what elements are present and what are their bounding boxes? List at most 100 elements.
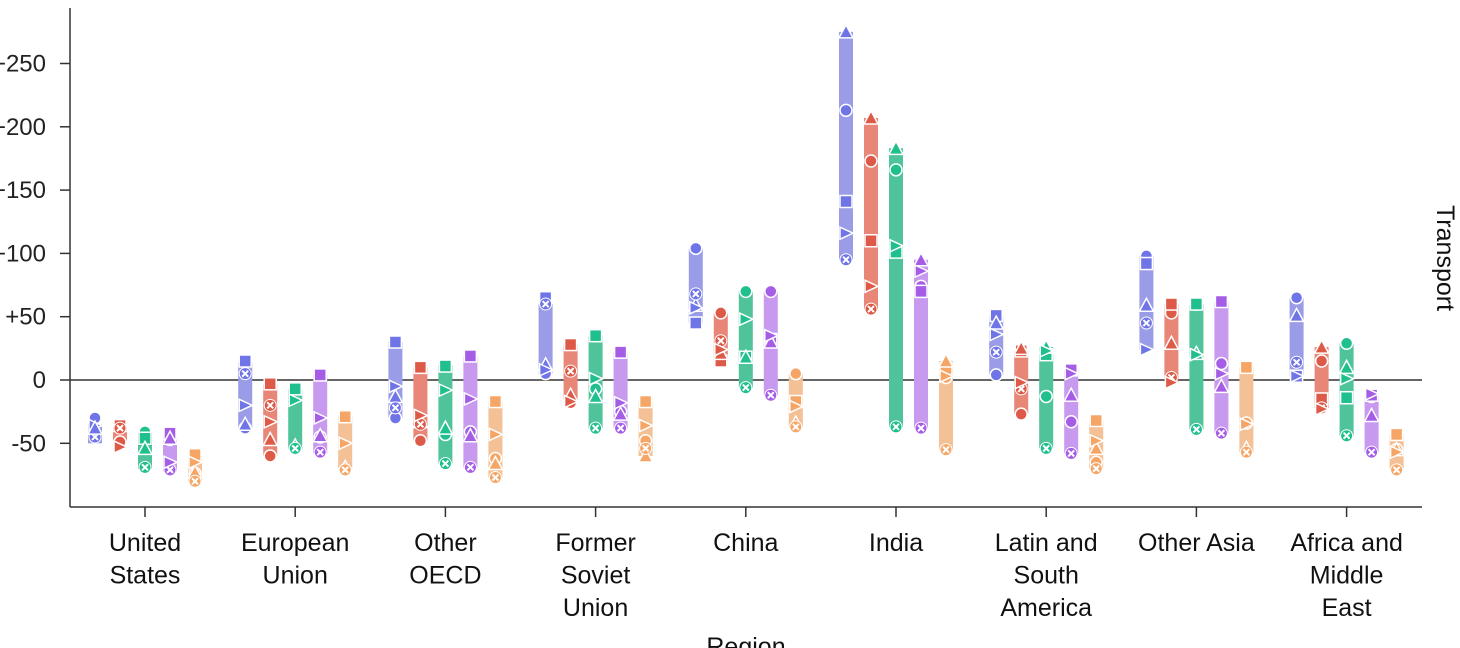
markers-layer xyxy=(86,23,1406,488)
marker-arrow xyxy=(188,455,204,470)
marker-square xyxy=(839,194,853,209)
marker-arrow xyxy=(989,327,1005,342)
marker-circle xyxy=(1339,336,1354,351)
marker-arrow xyxy=(563,394,580,409)
marker-x xyxy=(789,420,803,434)
marker-arrow xyxy=(1089,433,1105,448)
marker-x xyxy=(614,421,628,435)
marker-x xyxy=(388,401,402,415)
category-label: Former Soviet Union xyxy=(555,529,636,622)
range-bar xyxy=(839,31,853,260)
marker-x xyxy=(939,443,953,457)
marker-square xyxy=(914,284,928,299)
marker-triangle xyxy=(1338,358,1355,375)
y-ticks: +250 +200 +150 +100 +50 0 -50 xyxy=(0,51,70,457)
marker-circle xyxy=(889,163,903,177)
x-ticks: United States European Union Other OECD Former… xyxy=(109,507,1403,622)
marker-arrow xyxy=(313,410,329,426)
marker-x xyxy=(889,420,903,434)
marker-arrow xyxy=(939,369,955,384)
range-bar xyxy=(1189,304,1204,430)
range-bar xyxy=(1364,395,1379,453)
marker-x xyxy=(864,302,878,316)
y-tick-label: +250 xyxy=(0,51,46,78)
marker-x xyxy=(589,421,603,435)
marker-arrow xyxy=(638,418,655,433)
marker-triangle xyxy=(862,109,880,125)
marker-triangle xyxy=(261,430,279,447)
marker-arrow xyxy=(689,300,705,316)
marker-circle xyxy=(1064,415,1078,429)
marker-arrow xyxy=(739,312,755,327)
y-tick-label: 0 xyxy=(33,367,46,394)
range-bar xyxy=(463,355,478,468)
marker-arrow xyxy=(1164,375,1181,390)
marker-arrow xyxy=(1289,369,1306,384)
range-bar xyxy=(1239,367,1254,453)
marker-circle xyxy=(1289,290,1304,305)
marker-square xyxy=(338,409,352,424)
marker-square xyxy=(313,368,327,382)
marker-triangle xyxy=(1213,377,1230,394)
marker-square xyxy=(463,349,478,363)
marker-arrow xyxy=(1239,417,1256,432)
marker-x xyxy=(1340,429,1354,443)
marker-arrow xyxy=(1039,343,1055,359)
marker-x xyxy=(914,421,928,435)
marker-triangle xyxy=(1012,339,1030,356)
range-bars-layer xyxy=(88,31,1404,482)
marker-x xyxy=(839,253,853,267)
category-label: Other Asia xyxy=(1138,529,1255,557)
marker-arrow xyxy=(288,393,304,408)
marker-triangle xyxy=(437,419,454,435)
x-axis-title: Region xyxy=(706,633,785,648)
category-label: Latin and South America xyxy=(995,529,1098,622)
category-label: Other OECD xyxy=(409,529,481,590)
marker-x xyxy=(288,441,302,455)
marker-arrow xyxy=(413,408,430,423)
marker-x xyxy=(539,297,553,311)
marker-circle xyxy=(413,434,428,448)
y-tick-label: +150 xyxy=(0,177,46,204)
marker-circle xyxy=(1039,389,1053,404)
marker-x xyxy=(413,417,427,431)
marker-square xyxy=(1339,390,1354,405)
marker-triangle xyxy=(487,454,504,471)
marker-triangle xyxy=(161,429,179,445)
marker-arrow xyxy=(1064,366,1080,381)
marker-x xyxy=(1214,426,1228,440)
marker-x xyxy=(1064,446,1078,460)
marker-x xyxy=(338,463,352,477)
marker-arrow xyxy=(864,279,880,294)
marker-square xyxy=(238,354,252,368)
marker-arrow xyxy=(1139,342,1156,357)
marker-x xyxy=(714,334,728,348)
category-label: European Union xyxy=(241,529,349,590)
marker-arrow xyxy=(463,391,480,407)
marker-triangle xyxy=(1062,386,1080,402)
marker-square xyxy=(1389,427,1404,442)
marker-triangle xyxy=(937,352,955,368)
range-bar xyxy=(438,364,453,464)
marker-square xyxy=(563,337,578,352)
marker-x xyxy=(1039,441,1053,455)
marker-square xyxy=(1214,294,1229,309)
marker-x xyxy=(313,445,327,459)
marker-x xyxy=(463,460,477,474)
marker-arrow xyxy=(764,328,780,343)
marker-x xyxy=(1089,462,1103,476)
marker-x xyxy=(238,367,252,381)
marker-triangle xyxy=(887,139,905,156)
marker-triangle xyxy=(1288,306,1305,323)
marker-triangle xyxy=(462,427,479,443)
range-bar xyxy=(1339,343,1354,436)
marker-arrow xyxy=(1389,444,1406,460)
marker-square xyxy=(864,233,878,248)
category-label: India xyxy=(869,529,923,557)
marker-arrow xyxy=(163,455,179,470)
category-label: Africa and Middle East xyxy=(1290,529,1403,622)
y-tick-label: +50 xyxy=(5,304,46,331)
marker-triangle xyxy=(762,333,780,349)
marker-arrow xyxy=(1339,371,1356,386)
